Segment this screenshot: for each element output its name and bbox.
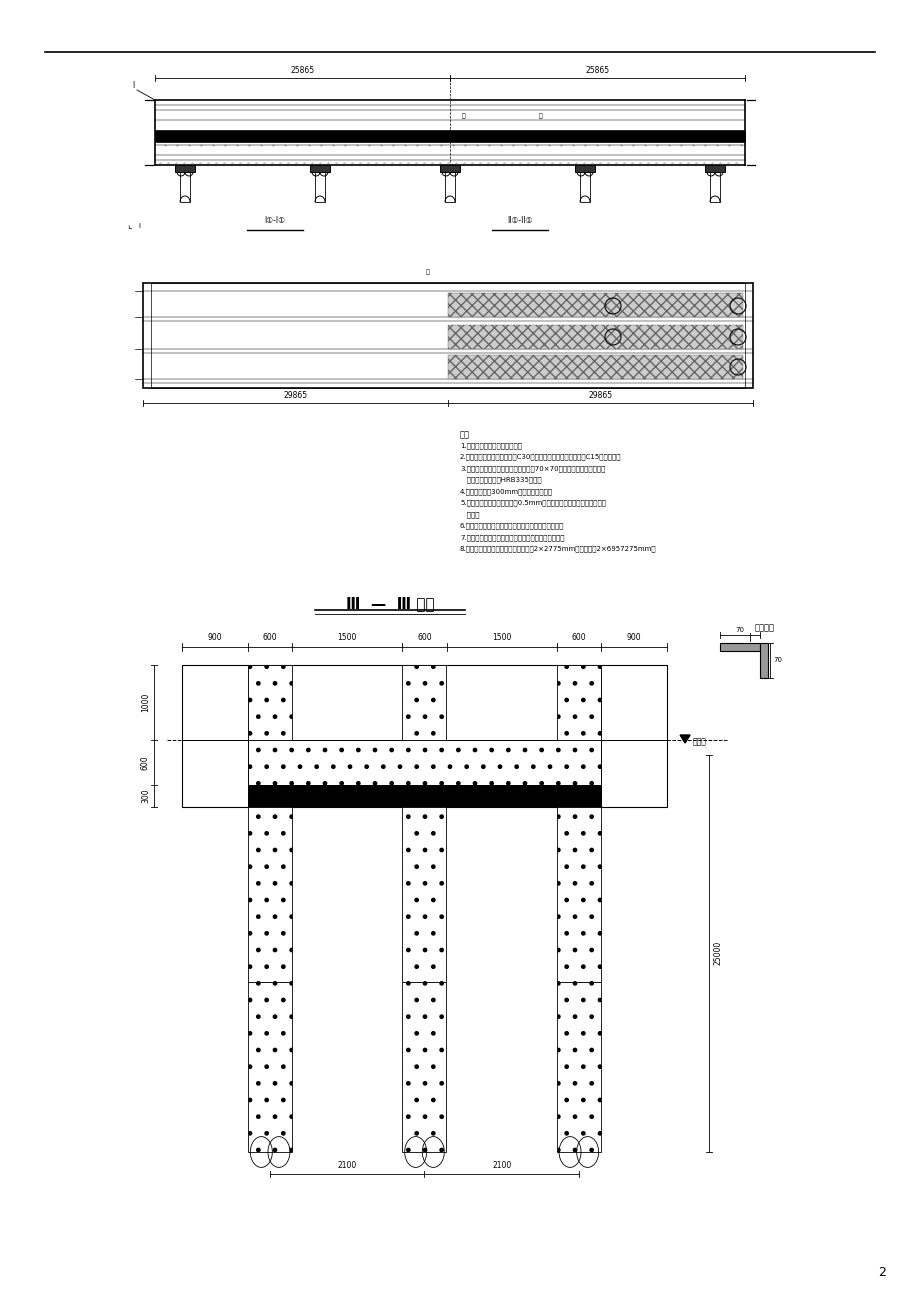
- Text: 6.钢筋混凝土台座底板与顶板的混凝土浇筑时间间隔。: 6.钢筋混凝土台座底板与顶板的混凝土浇筑时间间隔。: [460, 522, 564, 529]
- Bar: [151, 283, 744, 388]
- Bar: [403, 982, 446, 1152]
- Text: I: I: [138, 223, 140, 229]
- Text: 70: 70: [734, 628, 743, 633]
- Text: 标: 标: [425, 270, 429, 275]
- Bar: [448, 355, 743, 379]
- Text: 地面线: 地面线: [692, 737, 706, 746]
- Bar: [248, 740, 600, 785]
- Text: 25865: 25865: [584, 66, 609, 76]
- Text: I: I: [131, 82, 134, 91]
- Text: 1000: 1000: [141, 693, 150, 712]
- Bar: [448, 293, 743, 316]
- Bar: [439, 165, 460, 172]
- Text: 900: 900: [626, 633, 641, 642]
- Text: 8.台座混凝土台座基准点宽度，宽度为2×2775mm，面宽度为2×6957275mm。: 8.台座混凝土台座基准点宽度，宽度为2×2775mm，面宽度为2×6957275…: [460, 546, 656, 552]
- Bar: [556, 665, 600, 740]
- Text: 5.台座混凝土厚度，普通不超0.5mm，台座顶面的钢筋混凝土，普通上: 5.台座混凝土厚度，普通不超0.5mm，台座顶面的钢筋混凝土，普通上: [460, 500, 606, 506]
- Bar: [310, 165, 330, 172]
- Bar: [579, 172, 589, 202]
- Text: 70: 70: [772, 658, 781, 663]
- Bar: [709, 172, 720, 202]
- Bar: [759, 643, 767, 678]
- Bar: [142, 283, 752, 388]
- Bar: [448, 326, 743, 349]
- Text: II①-II①: II①-II①: [506, 216, 532, 225]
- Text: 2100: 2100: [337, 1161, 357, 1170]
- Bar: [403, 665, 446, 740]
- Text: 钢筋上部主筋采用HRB335钢筋。: 钢筋上部主筋采用HRB335钢筋。: [460, 477, 541, 483]
- Text: 角鉢大样: 角鉢大样: [754, 624, 774, 633]
- Bar: [180, 172, 190, 202]
- Bar: [248, 785, 600, 807]
- Text: 2: 2: [877, 1266, 885, 1279]
- Text: 25865: 25865: [290, 66, 314, 76]
- Bar: [182, 665, 666, 807]
- Text: 1500: 1500: [337, 633, 357, 642]
- Text: 600: 600: [263, 633, 278, 642]
- Text: 1500: 1500: [492, 633, 511, 642]
- Text: I①-I①: I①-I①: [265, 216, 285, 225]
- Text: 端: 端: [538, 113, 541, 118]
- Text: 300: 300: [141, 789, 150, 803]
- Bar: [248, 982, 292, 1152]
- Bar: [182, 665, 248, 740]
- Text: 600: 600: [571, 633, 585, 642]
- Text: $\llcorner$: $\llcorner$: [127, 221, 133, 230]
- Polygon shape: [679, 736, 689, 743]
- Text: 1.钢筋采用强度级别钢筋制作。: 1.钢筋采用强度级别钢筋制作。: [460, 441, 521, 449]
- Text: 600: 600: [417, 633, 431, 642]
- Bar: [445, 172, 455, 202]
- Text: 25000: 25000: [712, 941, 721, 965]
- Text: 29865: 29865: [283, 391, 307, 400]
- Text: 29865: 29865: [588, 391, 612, 400]
- Text: 2100: 2100: [492, 1161, 511, 1170]
- Text: 4.台座顶下预埋300mm道顺槽钢筋网片。: 4.台座顶下预埋300mm道顺槽钢筋网片。: [460, 488, 552, 495]
- Bar: [314, 172, 324, 202]
- Bar: [175, 165, 195, 172]
- Text: 7.台座混凝土台座面台顶板与中间隔板相邻的预埋筋。: 7.台座混凝土台座面台顶板与中间隔板相邻的预埋筋。: [460, 534, 564, 540]
- Bar: [600, 665, 666, 740]
- Text: 注：: 注：: [460, 430, 470, 439]
- Text: 2.台座混凝土采用强度等级为C30，垫层混凝土采用强度等级为C15的混凝土。: 2.台座混凝土采用强度等级为C30，垫层混凝土采用强度等级为C15的混凝土。: [460, 453, 621, 460]
- Text: 厚度为: 厚度为: [460, 510, 479, 518]
- Text: Ⅲ  —  Ⅲ 截面: Ⅲ — Ⅲ 截面: [346, 596, 434, 611]
- Text: 梁: 梁: [461, 113, 465, 118]
- Text: 900: 900: [208, 633, 222, 642]
- Bar: [720, 643, 759, 651]
- Bar: [248, 807, 292, 982]
- Bar: [154, 130, 744, 142]
- Bar: [704, 165, 724, 172]
- Bar: [248, 665, 292, 740]
- Text: 600: 600: [141, 755, 150, 769]
- Text: 3.台座顶面纵横向钢筋间距上部区域为70×70布置，各方向通长设置，: 3.台座顶面纵横向钢筋间距上部区域为70×70布置，各方向通长设置，: [460, 465, 605, 471]
- Bar: [556, 982, 600, 1152]
- Bar: [403, 807, 446, 982]
- Bar: [556, 807, 600, 982]
- Bar: [574, 165, 595, 172]
